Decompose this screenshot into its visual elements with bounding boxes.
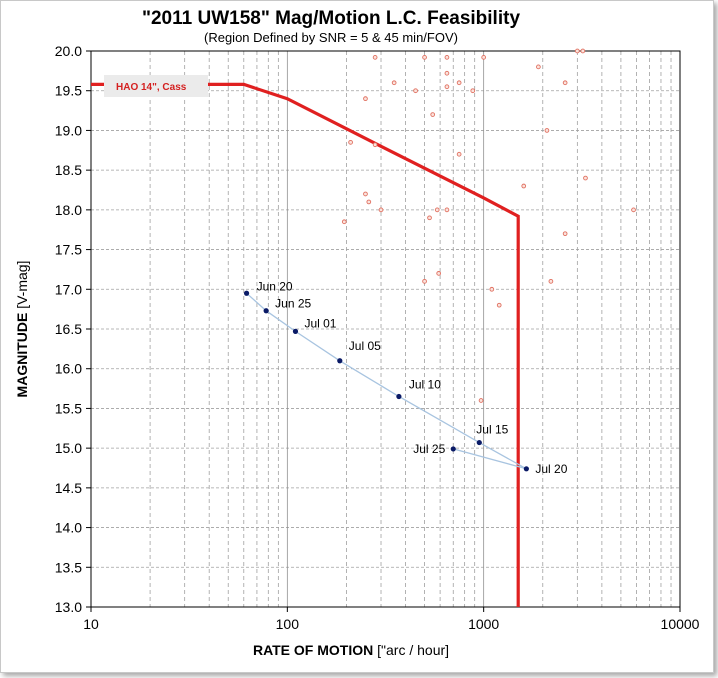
track-point-label: Jun 25 (275, 297, 311, 311)
y-tick-label: 18.5 (55, 162, 82, 178)
track-point (476, 439, 482, 446)
background-point (562, 231, 568, 237)
track-point (450, 446, 456, 452)
background-point (363, 191, 368, 197)
x-tick-label: 10 (83, 616, 99, 632)
background-point (444, 84, 450, 90)
track-series: Jun 20 Jun 25 Jul 01 Jul 05 Jul 10 Jul 15 Jul … (243, 279, 568, 476)
background-point (496, 302, 502, 308)
x-tick-label: 1000 (468, 616, 499, 632)
background-point (489, 286, 495, 292)
track-point-label: Jul 10 (409, 378, 441, 392)
background-point (544, 128, 550, 133)
background-point (478, 398, 484, 403)
axes: 20.0 19.5 19.0 18.5 18.0 17.5 17.0 16.5 16.0 15.5… (55, 43, 700, 632)
background-point (413, 88, 418, 94)
y-tick-label: 16.0 (55, 361, 82, 377)
background-point (456, 151, 462, 157)
track-point-label: Jul 25 (413, 442, 445, 456)
x-tick-label: 100 (276, 616, 300, 632)
y-tick-label: 15.5 (55, 400, 82, 416)
y-axis-title: MAGNITUDE [V-mag] (14, 261, 30, 398)
y-tick-label: 13.0 (55, 599, 82, 615)
y-tick-label: 14.5 (55, 480, 82, 496)
y-tick-label: 13.5 (55, 559, 82, 575)
y-tick-label: 19.0 (55, 122, 82, 138)
track-point (292, 328, 299, 334)
y-tick-label: 17.0 (55, 281, 82, 297)
track-point (263, 308, 269, 314)
y-tick-label: 16.5 (55, 321, 82, 337)
chart-title: "2011 UW158" Mag/Motion L.C. Feasibility (142, 8, 520, 29)
background-point (372, 142, 378, 148)
track-point (243, 290, 250, 296)
background-point (548, 278, 554, 284)
chart-subtitle: (Region Defined by SNR = 5 & 45 min/FOV) (204, 30, 458, 45)
background-point (444, 55, 450, 60)
x-axis-title: RATE OF MOTION ["arc / hour] (253, 642, 449, 658)
background-point (521, 183, 527, 189)
feasibility-boundary-line (91, 82, 520, 607)
track-point (337, 358, 343, 364)
background-point (536, 64, 541, 70)
y-tick-label: 15.0 (55, 440, 82, 456)
background-point (366, 199, 372, 205)
track-point-label: Jul 05 (349, 339, 381, 353)
background-point (470, 88, 476, 94)
background-point (378, 207, 384, 213)
y-tick-label: 19.5 (55, 83, 82, 99)
background-points (341, 48, 636, 403)
track-point-label: Jul 15 (476, 423, 508, 437)
background-point (583, 175, 588, 181)
legend: HAO 14", Cass (104, 75, 208, 97)
background-point (444, 70, 450, 76)
background-point (348, 139, 353, 145)
legend-label: HAO 14", Cass (116, 82, 187, 93)
background-point (436, 271, 442, 276)
x-axis-title-bold: RATE OF MOTION (253, 642, 373, 658)
background-point (444, 207, 450, 213)
track-point-label: Jul 01 (304, 316, 336, 330)
background-point (481, 55, 487, 60)
track-line (246, 292, 527, 470)
legend-box (104, 75, 208, 97)
feasibility-boundary (91, 82, 520, 607)
x-tick-label: 10000 (661, 616, 700, 632)
y-tick-label: 14.0 (55, 520, 82, 536)
y-tick-label: 17.5 (55, 242, 82, 258)
y-tick-label: 20.0 (55, 43, 82, 59)
x-axis-title-unit: ["arc / hour] (373, 642, 449, 658)
background-point (430, 112, 436, 117)
track-point-label: Jun 20 (257, 279, 293, 293)
background-point (631, 207, 636, 213)
background-point (391, 80, 397, 86)
y-tick-label: 18.0 (55, 202, 82, 218)
background-point (580, 48, 586, 54)
background-point (427, 215, 432, 221)
background-point (434, 207, 440, 213)
background-point (456, 80, 462, 86)
y-axis-title-unit: [V-mag] (14, 261, 30, 313)
background-point (574, 48, 580, 54)
background-point (363, 96, 368, 102)
track-point-label: Jul 20 (535, 462, 567, 476)
track-point (523, 466, 529, 472)
track-point (396, 393, 402, 400)
background-point (562, 80, 568, 86)
background-point (422, 278, 427, 284)
grid (90, 50, 681, 608)
background-point (372, 55, 378, 60)
background-point (341, 219, 347, 225)
background-point (422, 55, 427, 60)
y-axis-title-bold: MAGNITUDE (14, 313, 30, 398)
